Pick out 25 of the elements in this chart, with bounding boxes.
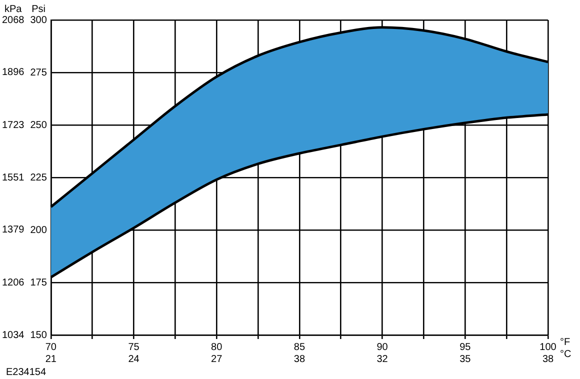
y2-tick-label: 1034 [2, 330, 25, 341]
y-tick-label: 275 [30, 67, 48, 78]
y2-tick-label: 1723 [2, 120, 25, 131]
y-axis-title: Psi [32, 4, 46, 15]
x-tick-label: 90 32 [376, 342, 388, 365]
text: E234154 [6, 366, 46, 378]
y-tick-label: 225 [30, 172, 48, 184]
y-tick-label: 250 [30, 120, 48, 131]
y2-tick-label: 1206 [2, 277, 25, 288]
x-tick-label: 100 38 [540, 342, 557, 365]
x-tick-label: 75 24 [128, 342, 140, 365]
x-tick-label: 80 27 [211, 342, 223, 365]
x-tick-label: 85 38 [294, 342, 306, 365]
y-tick-label: 150 [30, 330, 48, 341]
y-tick-label: 175 [30, 277, 48, 288]
y2-tick-label: 1896 [2, 67, 25, 78]
y2-tick-label: 1379 [2, 224, 25, 236]
x-axis-title: °F °C [560, 336, 572, 360]
x-tick-label: 95 35 [460, 342, 472, 365]
x-tick-label: 70 21 [45, 342, 57, 365]
y-tick-label: 300 [30, 14, 48, 26]
y2-axis-title: kPa [4, 4, 22, 15]
y2-tick-label: 1551 [2, 172, 25, 184]
y-tick-label: 200 [30, 224, 48, 236]
y2-tick-label: 2068 [2, 14, 25, 26]
